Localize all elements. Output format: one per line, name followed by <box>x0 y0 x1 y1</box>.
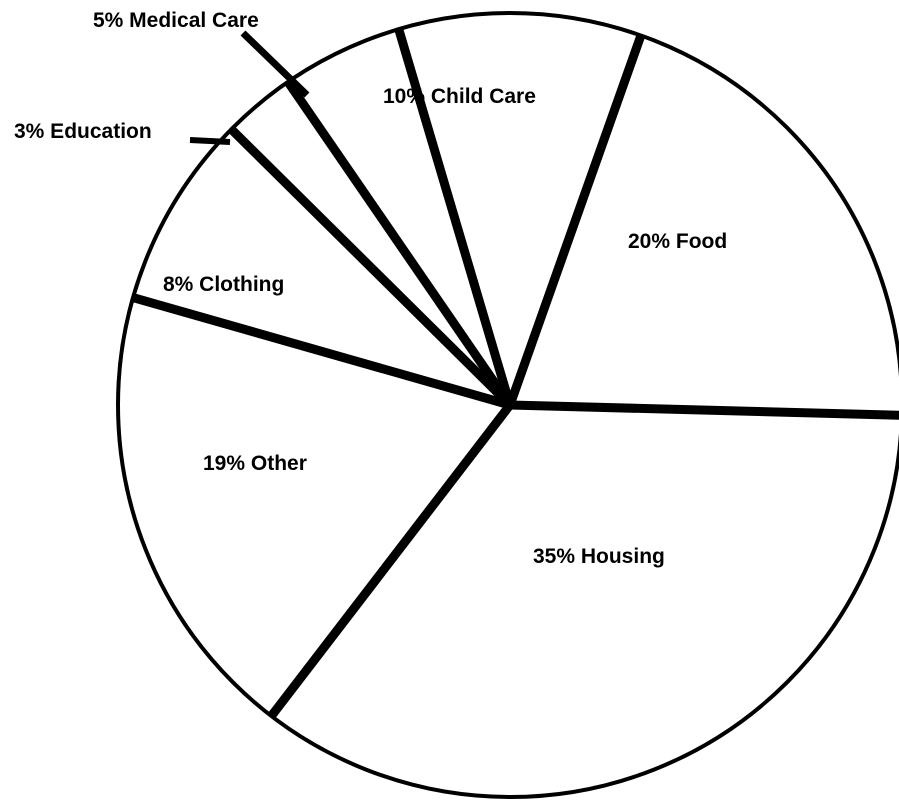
leader-line-education <box>189 137 231 145</box>
leader-line-medical-care <box>240 30 310 98</box>
slice-divider-6 <box>131 293 512 410</box>
slice-divider-1 <box>509 400 899 420</box>
slice-divider-7 <box>267 402 514 719</box>
slice-dividers <box>131 27 899 719</box>
slice-label-medical-care: 5% Medical Care <box>93 9 259 32</box>
slice-divider-4 <box>284 79 514 408</box>
slice-divider-5 <box>228 126 514 409</box>
slice-label-child-care: 10% Child Care <box>383 85 536 108</box>
slice-label-food: 20% Food <box>628 230 727 253</box>
slice-label-other: 19% Other <box>203 452 307 475</box>
slice-label-clothing: 8% Clothing <box>163 273 284 296</box>
slice-label-housing: 35% Housing <box>533 545 665 568</box>
leader-lines <box>189 30 310 145</box>
slice-labels: 20% Food 10% Child Care 5% Medical Care … <box>14 9 727 568</box>
slice-label-education: 3% Education <box>14 120 152 143</box>
slice-divider-2 <box>505 33 646 407</box>
slice-divider-3 <box>394 27 515 407</box>
